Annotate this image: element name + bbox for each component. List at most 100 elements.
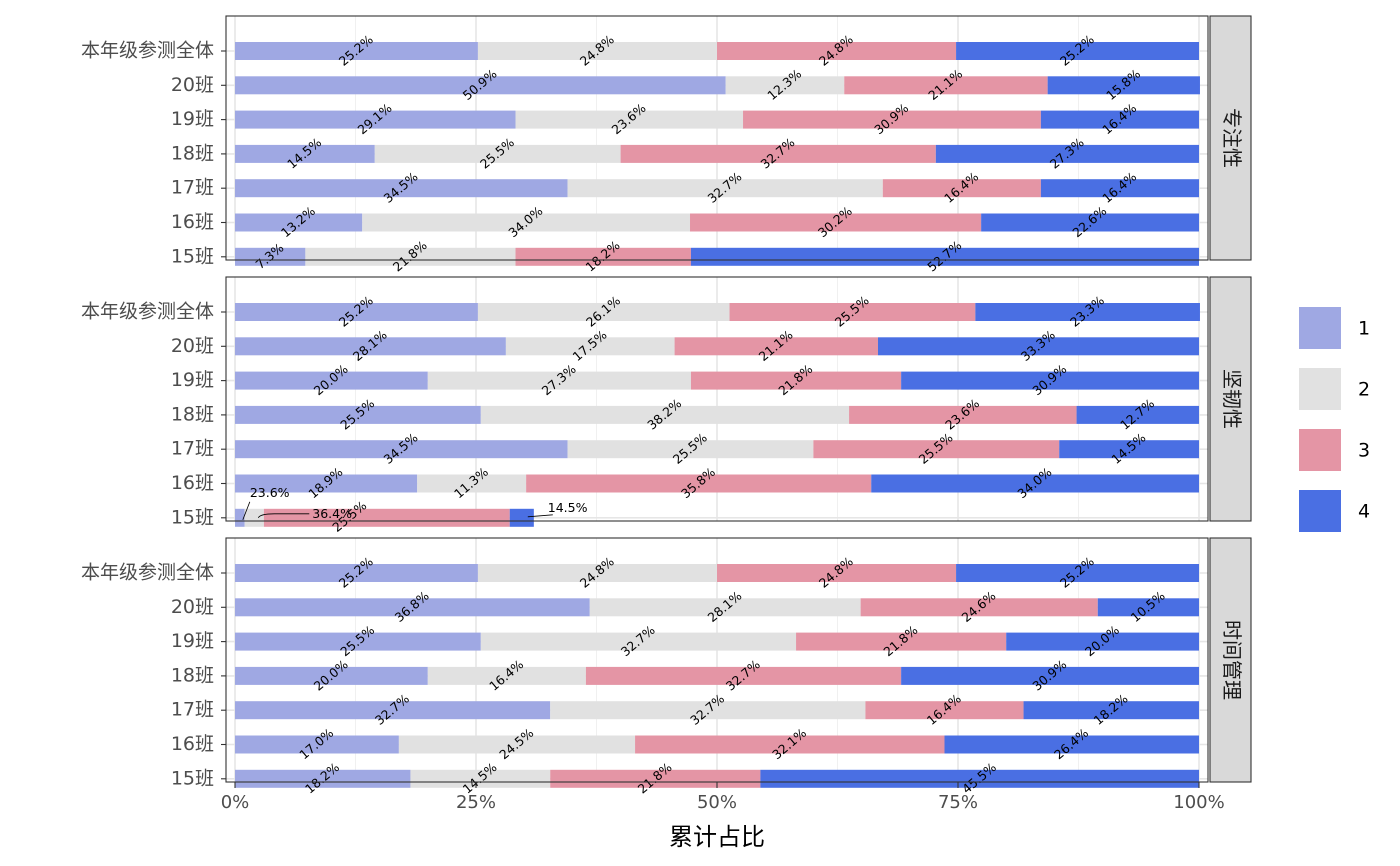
y-tick-label: 15班 — [171, 245, 214, 267]
bar-segment — [550, 701, 866, 720]
bar-segment — [427, 666, 586, 685]
bar-segment — [235, 213, 363, 232]
bar-segment — [690, 371, 902, 390]
bar-segment — [674, 337, 878, 356]
x-tick-label: 0% — [221, 792, 250, 813]
bar-segment — [860, 598, 1098, 617]
bar-segment — [235, 508, 245, 527]
legend-key — [1299, 429, 1341, 471]
bar-segment — [844, 76, 1048, 95]
legend-label: 2 — [1358, 379, 1370, 401]
bar-segment — [620, 144, 936, 163]
bar-segment — [567, 179, 883, 198]
bar-segment — [244, 508, 264, 527]
panel-border — [225, 276, 1209, 522]
bar-segment — [550, 769, 761, 788]
bar-segment — [717, 564, 957, 582]
bar-segment — [935, 144, 1199, 163]
facet-panel: 25.2% 26.1% 25.5% 23.3%28.1% 17.5% 21.1% 33.3%… — [81, 276, 1252, 535]
bar-segment — [235, 179, 568, 198]
bar-segment — [362, 213, 691, 232]
bar-segment — [477, 42, 717, 60]
x-tick-label: 25% — [456, 792, 496, 813]
legend-label: 1 — [1358, 318, 1370, 340]
bar-segment — [374, 144, 621, 163]
facet-panel: 25.2% 24.8% 24.8% 25.2%36.8% 28.1% 24.6% 10.5%… — [81, 537, 1252, 797]
legend: 1 2 3 4 — [1299, 307, 1370, 532]
bar-segment — [235, 666, 428, 685]
bar-segment — [235, 440, 568, 459]
y-tick-label: 17班 — [171, 177, 214, 199]
y-tick-label: 本年级参测全体 — [81, 40, 214, 62]
data-label: 36.4% — [312, 506, 352, 521]
bar-segment — [760, 769, 1199, 788]
bar-segment — [956, 42, 1199, 60]
bar-segment — [410, 769, 551, 788]
bar-segment — [717, 42, 957, 60]
bar-segment — [901, 371, 1199, 390]
bar-segment — [567, 440, 814, 459]
bar-segment — [589, 598, 861, 617]
y-tick-label: 17班 — [171, 438, 214, 460]
bar-segment — [1076, 405, 1199, 424]
bar-segment — [882, 179, 1041, 198]
y-tick-label: 18班 — [171, 403, 214, 425]
y-tick-label: 15班 — [171, 506, 214, 528]
y-tick-label: 16班 — [171, 472, 214, 494]
x-axis-title: 累计占比 — [669, 823, 765, 851]
bar-segment — [235, 303, 478, 321]
y-tick-label: 17班 — [171, 699, 214, 721]
y-tick-label: 20班 — [171, 596, 214, 618]
bar-segment — [235, 110, 516, 129]
legend-key — [1299, 307, 1341, 349]
bar-segment — [417, 474, 527, 493]
bar-segment — [235, 42, 478, 60]
bar-segment — [480, 405, 850, 424]
label-leader-line — [527, 514, 553, 518]
bar-segment — [477, 564, 717, 582]
bar-segment — [235, 247, 306, 266]
bar-segment — [743, 110, 1041, 129]
bar-segment — [1059, 440, 1199, 459]
bar-segment — [1040, 179, 1199, 198]
bar-segment — [1006, 632, 1199, 651]
facet-panel: 25.2% 24.8% 24.8% 25.2%50.9% 12.3% 21.1% 15.8%… — [81, 15, 1252, 275]
bar-segment — [813, 440, 1060, 459]
bar-segment — [235, 144, 375, 163]
y-tick-label: 16班 — [171, 733, 214, 755]
facet-strip-label: 专注性 — [1220, 108, 1244, 168]
bar-segment — [725, 76, 845, 95]
legend-label: 4 — [1358, 501, 1370, 523]
legend-label: 3 — [1358, 440, 1370, 462]
bar-segment — [975, 303, 1200, 321]
bar-segment — [690, 213, 982, 232]
bar-segment — [865, 701, 1024, 720]
bar-segment — [235, 701, 551, 720]
bar-segment — [1097, 598, 1199, 617]
bar-segment — [235, 564, 478, 582]
bar-segment — [901, 666, 1199, 685]
y-tick-label: 18班 — [171, 142, 214, 164]
bar-segment — [515, 110, 744, 129]
y-tick-label: 19班 — [171, 369, 214, 391]
y-tick-label: 20班 — [171, 74, 214, 96]
bar-segment — [235, 769, 411, 788]
bar-segment — [849, 405, 1077, 424]
x-tick-label: 100% — [1173, 792, 1224, 813]
bar-segment — [235, 735, 399, 754]
facet-strip-label: 坚韧性 — [1220, 369, 1244, 429]
y-tick-label: 16班 — [171, 211, 214, 233]
bar-segment — [944, 735, 1199, 754]
bar-segment — [398, 735, 636, 754]
bar-segment — [1023, 701, 1199, 720]
data-label: 23.6% — [250, 485, 290, 500]
facet-panels: 25.2% 24.8% 24.8% 25.2%50.9% 12.3% 21.1% 15.8%… — [81, 15, 1252, 797]
bar-segment — [263, 508, 510, 527]
legend-key — [1299, 490, 1341, 532]
bar-segment — [427, 371, 691, 390]
bar-segment — [1040, 110, 1199, 129]
y-tick-label: 本年级参测全体 — [81, 301, 214, 323]
bar-segment — [956, 564, 1199, 582]
x-axis: 0% 25% 50% 75% 100% — [221, 782, 1225, 813]
